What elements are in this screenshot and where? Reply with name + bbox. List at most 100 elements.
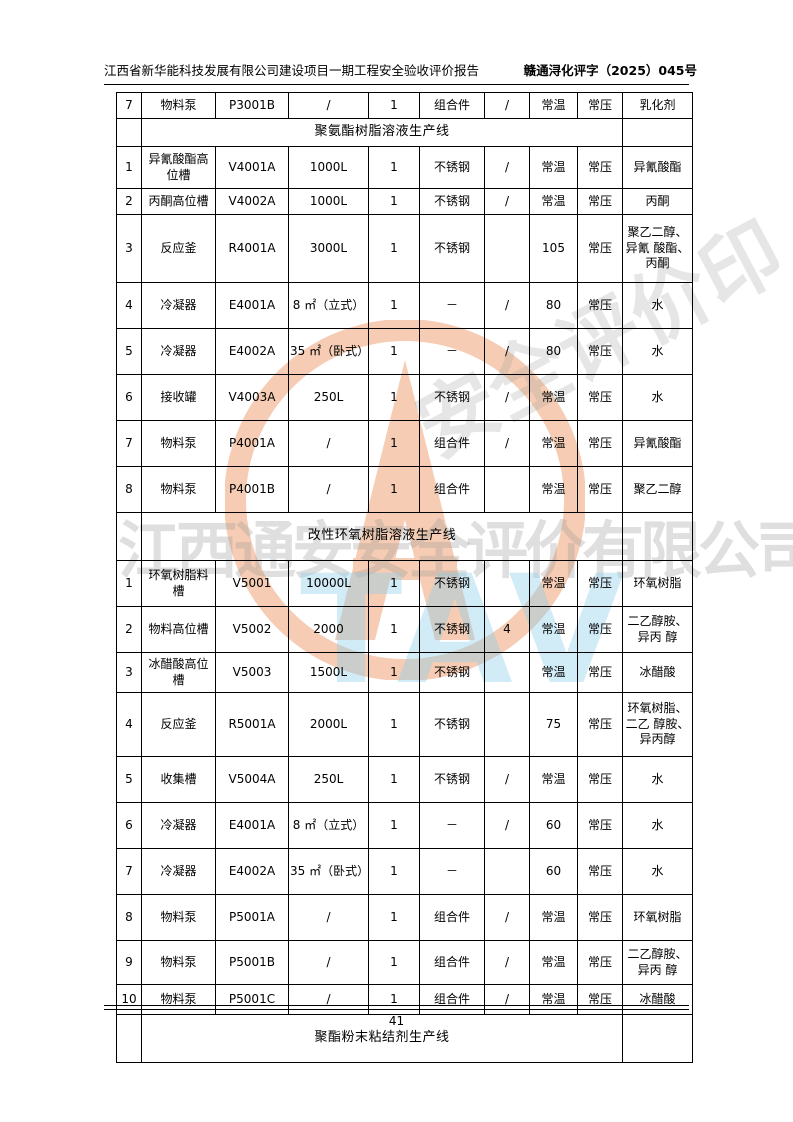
cell-equipment-code: R4001A — [215, 214, 289, 283]
cell-quantity: 1 — [368, 652, 420, 693]
footer-divider-top — [104, 1005, 689, 1006]
cell-pressure: 常压 — [577, 692, 623, 757]
cell-spec: / — [288, 940, 369, 985]
cell-temperature: 常温 — [529, 92, 578, 119]
cell-material: 组合件 — [419, 466, 485, 513]
cell-material: 不锈钢 — [419, 560, 485, 607]
cell-pressure: 常压 — [577, 92, 623, 119]
cell-pressure: 常压 — [577, 894, 623, 941]
page-number: 41 — [388, 1014, 405, 1028]
cell-material: 不锈钢 — [419, 214, 485, 283]
cell-temperature: 常温 — [529, 606, 578, 653]
cell-quantity: 1 — [368, 848, 420, 895]
cell-material: 不锈钢 — [419, 756, 485, 803]
section-row-leading-cell — [116, 512, 142, 561]
table-section-row: 改性环氧树脂溶液生产线 — [116, 512, 693, 561]
table-row: 1 异氰酸酯高位槽 V4001A 1000L 1 不锈钢 / 常温 常压 异氰酸酯 — [116, 146, 693, 189]
cell-medium: 聚乙二醇 — [622, 466, 693, 513]
table-row: 7 物料泵 P4001A/1 组合件 / 常温 常压 异氰酸酯 — [116, 420, 693, 467]
section-row-trailing-cell — [622, 1014, 693, 1063]
cell-index: 9 — [116, 940, 142, 985]
cell-equipment-name: 反应釜 — [141, 692, 216, 757]
cell-pressure: 常压 — [577, 420, 623, 467]
cell-equipment-name: 反应釜 — [141, 214, 216, 283]
table-row: 5 冷凝器 E4002A 35 ㎡（卧式） 1 －/80 常压水 — [116, 328, 693, 375]
cell-equipment-code: V5002 — [215, 606, 289, 653]
cell-equipment-code: P5001C — [215, 984, 289, 1015]
table-row: 3 反应釜 R4001A 3000L 1 不锈钢 105 常压 聚乙二醇、异氰 酸酯、丙酮 — [116, 214, 693, 283]
section-title-cell: 聚酯粉末粘结剂生产线 — [141, 1014, 623, 1063]
cell-medium: 环氧树脂 — [622, 894, 693, 941]
section-row-trailing-cell — [622, 118, 693, 147]
cell-index: 2 — [116, 606, 142, 653]
cell-index: 8 — [116, 894, 142, 941]
table-row: 2 丙酮高位槽 V4002A 1000L 1 不锈钢 / 常温 常压 丙酮 — [116, 188, 693, 215]
cell-spare: / — [484, 374, 530, 421]
cell-spare: / — [484, 328, 530, 375]
cell-medium: 乳化剂 — [622, 92, 693, 119]
cell-material: 组合件 — [419, 894, 485, 941]
cell-pressure: 常压 — [577, 214, 623, 283]
cell-equipment-code: P4001B — [215, 466, 289, 513]
cell-equipment-code: V5001 — [215, 560, 289, 607]
cell-spare: / — [484, 92, 530, 119]
cell-spare: / — [484, 756, 530, 803]
cell-temperature: 105 — [529, 214, 578, 283]
cell-equipment-name: 冷凝器 — [141, 848, 216, 895]
cell-quantity: 1 — [368, 466, 420, 513]
cell-quantity: 1 — [368, 374, 420, 421]
cell-spec: 35 ㎡（卧式） — [288, 328, 369, 375]
cell-material: 不锈钢 — [419, 692, 485, 757]
cell-spec: / — [288, 420, 369, 467]
table-row: 6 接收罐 V4003A 250L 1 不锈钢 / 常温 常压水 — [116, 374, 693, 421]
cell-spec: 250L — [288, 756, 369, 803]
cell-medium: 冰醋酸 — [622, 652, 693, 693]
cell-material: 不锈钢 — [419, 374, 485, 421]
section-row-leading-cell — [116, 118, 142, 147]
cell-material: － — [419, 848, 485, 895]
cell-equipment-name: 物料泵 — [141, 940, 216, 985]
cell-index: 4 — [116, 282, 142, 329]
cell-material: 不锈钢 — [419, 146, 485, 189]
cell-equipment-code: E4001A — [215, 802, 289, 849]
cell-medium: 水 — [622, 374, 693, 421]
cell-temperature: 常温 — [529, 894, 578, 941]
header-document-code: 赣通浔化评字（2025）045号 — [523, 63, 697, 78]
cell-medium: 二乙醇胺、异丙 醇 — [622, 606, 693, 653]
cell-equipment-code: P3001B — [215, 92, 289, 119]
cell-pressure: 常压 — [577, 756, 623, 803]
cell-index: 10 — [116, 984, 142, 1015]
cell-equipment-code: V4002A — [215, 188, 289, 215]
cell-quantity: 1 — [368, 282, 420, 329]
cell-spare: / — [484, 802, 530, 849]
cell-medium: 丙酮 — [622, 188, 693, 215]
cell-quantity: 1 — [368, 214, 420, 283]
cell-spec: 3000L — [288, 214, 369, 283]
cell-equipment-code: E4001A — [215, 282, 289, 329]
cell-temperature: 常温 — [529, 652, 578, 693]
cell-quantity: 1 — [368, 328, 420, 375]
cell-spec: / — [288, 894, 369, 941]
cell-spec: 1000L — [288, 146, 369, 189]
cell-equipment-name: 收集槽 — [141, 756, 216, 803]
table-row: 1 环氧树脂料槽 V5001 10000L 1 不锈钢 常温 常压 环氧树脂 — [116, 560, 693, 607]
cell-medium: 水 — [622, 802, 693, 849]
cell-pressure: 常压 — [577, 606, 623, 653]
cell-material: 不锈钢 — [419, 188, 485, 215]
cell-spare: / — [484, 146, 530, 189]
cell-material: 不锈钢 — [419, 652, 485, 693]
cell-spare: / — [484, 894, 530, 941]
page-header: 江西省新华能科技发展有限公司建设项目一期工程安全验收评价报告 赣通浔化评字（20… — [0, 60, 793, 86]
cell-index: 7 — [116, 848, 142, 895]
cell-spec: 10000L — [288, 560, 369, 607]
table-row: 6 冷凝器 E4001A 8 ㎡（立式） 1 －/60 常压水 — [116, 802, 693, 849]
table-row: 8 物料泵 P4001B/1 组合件 常温 常压 聚乙二醇 — [116, 466, 693, 513]
cell-equipment-code: P5001A — [215, 894, 289, 941]
cell-spare — [484, 214, 530, 283]
table-row: 4 冷凝器 E4001A 8 ㎡（立式） 1 －/80 常压水 — [116, 282, 693, 329]
cell-equipment-name: 接收罐 — [141, 374, 216, 421]
cell-medium: 水 — [622, 848, 693, 895]
cell-equipment-code: V5003 — [215, 652, 289, 693]
cell-temperature: 80 — [529, 282, 578, 329]
